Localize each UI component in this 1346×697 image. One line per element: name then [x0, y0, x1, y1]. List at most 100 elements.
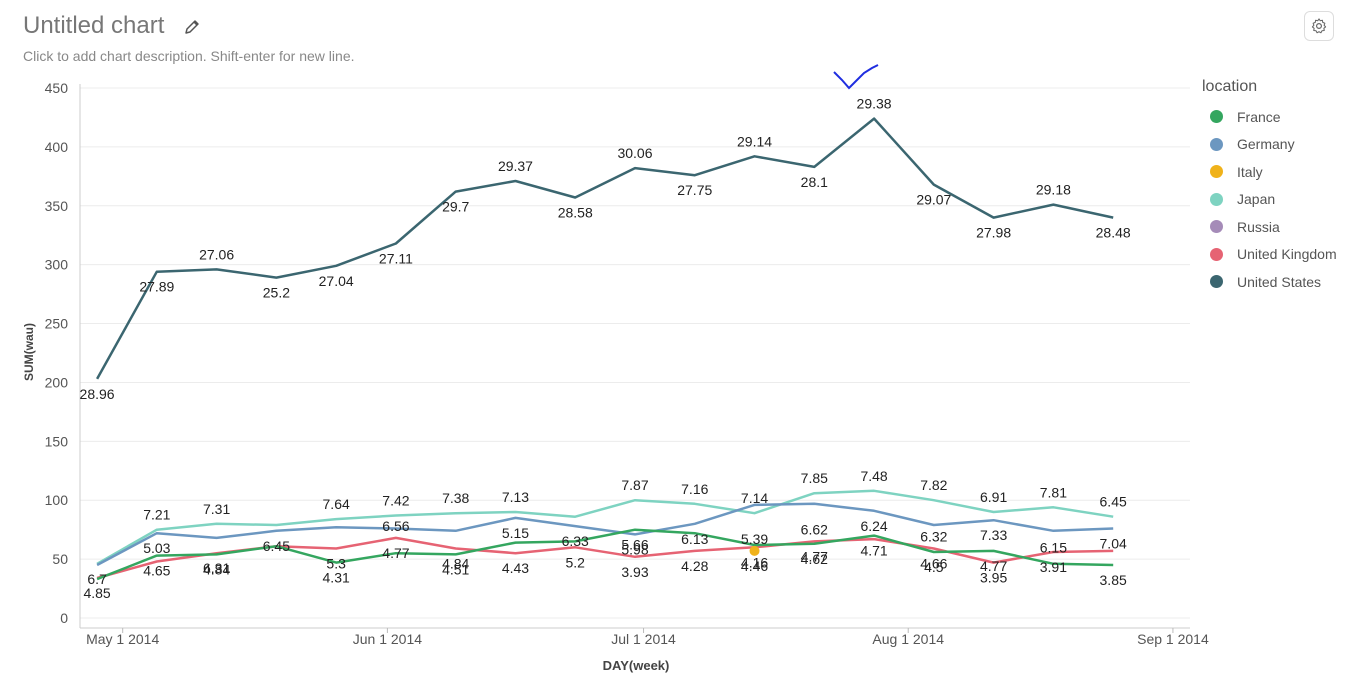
data-label: 27.11 [379, 250, 413, 266]
legend-label: United Kingdom [1237, 246, 1337, 263]
data-label: 6.45 [1100, 494, 1127, 510]
series-lines [96, 117, 1114, 581]
data-label: 6.13 [681, 531, 708, 547]
x-tick-label: Jul 1 2014 [611, 631, 676, 647]
data-label: 6.15 [1040, 539, 1067, 555]
series-line-united-states[interactable] [96, 117, 1114, 380]
data-label: 5.3 [326, 556, 346, 572]
data-label: 27.98 [976, 225, 1011, 241]
data-label: 7.42 [382, 493, 409, 509]
data-label: 7.31 [203, 501, 230, 517]
data-label: 6.62 [801, 522, 828, 538]
data-label: 27.75 [677, 182, 712, 198]
data-label: 4.84 [203, 562, 230, 578]
y-axis: 0 50 100 150 200 250 300 350 400 450 [45, 80, 81, 628]
data-label: 27.06 [199, 246, 234, 262]
x-tick-label: Sep 1 2014 [1137, 631, 1209, 647]
data-label: 4.77 [980, 558, 1007, 574]
y-tick-label: 0 [60, 610, 68, 626]
data-label: 6.24 [860, 518, 887, 534]
data-label: 29.07 [916, 192, 951, 208]
data-label: 6.33 [562, 533, 589, 549]
y-tick-label: 150 [45, 433, 69, 449]
legend-swatch [1210, 247, 1223, 261]
data-label: 5.39 [741, 531, 768, 547]
data-label: 5.03 [143, 540, 170, 556]
data-label: 28.96 [80, 386, 115, 402]
y-tick-label: 50 [52, 551, 68, 567]
data-label: 6.45 [263, 538, 290, 554]
legend-label: United States [1237, 273, 1322, 290]
data-label: 3.93 [621, 564, 648, 580]
data-label: 7.21 [143, 507, 170, 523]
data-label: 7.81 [1040, 484, 1067, 500]
legend-item-russia[interactable]: Russia [1202, 213, 1337, 241]
data-label: 29.14 [737, 133, 772, 149]
x-axis-label: DAY(week) [603, 658, 670, 673]
data-label: 6.91 [980, 489, 1007, 505]
legend-item-france[interactable]: France [1202, 103, 1337, 131]
legend-swatch [1210, 192, 1223, 206]
legend-swatch [1210, 110, 1223, 124]
data-label: 28.1 [801, 174, 828, 190]
data-label: 28.58 [558, 205, 593, 221]
legend-label: Italy [1237, 163, 1263, 180]
gear-icon [1311, 18, 1327, 34]
data-label: 4.16 [741, 554, 768, 570]
series-line-germany[interactable] [96, 502, 1114, 567]
data-label: 4.77 [382, 545, 409, 561]
legend-item-italy[interactable]: Italy [1202, 158, 1337, 186]
data-label: 7.82 [920, 477, 947, 493]
grid-lines [80, 87, 1190, 619]
series-line-japan[interactable] [96, 489, 1114, 565]
data-label: 4.62 [801, 551, 828, 567]
legend-item-united-kingdom[interactable]: United Kingdom [1202, 241, 1337, 269]
data-label: 5.15 [502, 525, 529, 541]
data-label: 6.31 [203, 560, 230, 576]
data-label: 4.31 [323, 570, 350, 586]
data-label: 7.38 [442, 490, 469, 506]
data-label: 3.95 [980, 570, 1007, 586]
data-label: 4.5 [924, 559, 944, 575]
x-axis: May 1 2014 Jun 1 2014 Jul 1 2014 Aug 1 2014… [80, 627, 1209, 647]
legend-swatch [1210, 137, 1223, 151]
chart-title[interactable]: Untitled chart [23, 12, 165, 39]
legend-label: Germany [1237, 136, 1295, 153]
data-label: 5.66 [621, 537, 648, 553]
series-point-italy[interactable] [749, 545, 760, 556]
legend-label: Japan [1237, 191, 1276, 208]
series-line-united-kingdom[interactable] [96, 536, 1114, 580]
legend-title: location [1202, 78, 1258, 95]
x-tick-label: Aug 1 2014 [872, 631, 944, 647]
y-tick-label: 200 [45, 374, 69, 390]
chart-description[interactable]: Click to add chart description. Shift-en… [23, 48, 355, 64]
data-label: 30.06 [617, 145, 652, 161]
legend-item-united-states[interactable]: United States [1202, 268, 1337, 296]
legend-item-japan[interactable]: Japan [1202, 186, 1337, 214]
data-label: 27.89 [139, 279, 174, 295]
data-label: 6.7 [87, 571, 107, 587]
data-label: 29.37 [498, 158, 533, 174]
settings-button[interactable] [1304, 11, 1334, 41]
series-line-france[interactable] [96, 528, 1114, 581]
data-label: 5.2 [565, 554, 585, 570]
data-label: 3.85 [1100, 572, 1127, 588]
pencil-icon[interactable] [182, 17, 202, 37]
legend-swatch [1210, 220, 1223, 234]
legend-item-germany[interactable]: Germany [1202, 131, 1337, 159]
data-label: 7.64 [323, 496, 350, 512]
data-label: 6.32 [920, 529, 947, 545]
y-tick-label: 250 [45, 316, 69, 332]
y-tick-label: 400 [45, 139, 69, 155]
data-label: 29.7 [442, 199, 469, 215]
data-label: 7.48 [860, 468, 887, 484]
legend-label: France [1237, 108, 1281, 125]
data-label: 29.18 [1036, 182, 1071, 198]
data-label: 25.2 [263, 285, 290, 301]
data-label: 4.85 [83, 585, 110, 601]
data-label: 4.43 [502, 560, 529, 576]
data-label: 4.71 [860, 543, 887, 559]
x-tick-label: Jun 1 2014 [353, 631, 422, 647]
data-label: 7.33 [980, 527, 1007, 543]
